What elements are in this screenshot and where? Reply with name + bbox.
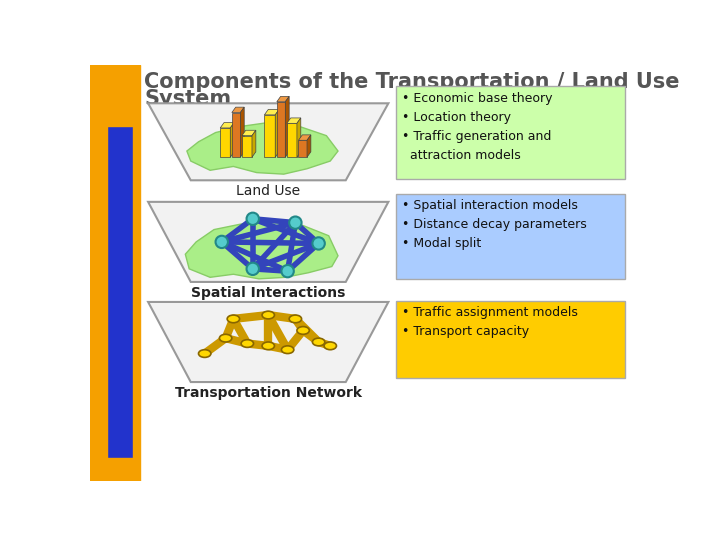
Polygon shape <box>232 107 244 112</box>
Bar <box>90 126 132 457</box>
Text: Transportation Network: Transportation Network <box>175 386 361 400</box>
Polygon shape <box>275 110 279 157</box>
Polygon shape <box>148 103 388 180</box>
Polygon shape <box>297 118 301 157</box>
Bar <box>220 128 230 157</box>
Ellipse shape <box>324 342 336 350</box>
Bar <box>242 136 252 157</box>
Polygon shape <box>307 135 311 157</box>
Bar <box>90 65 107 481</box>
Circle shape <box>282 265 294 278</box>
FancyBboxPatch shape <box>396 301 625 378</box>
FancyBboxPatch shape <box>396 86 625 179</box>
Text: • Traffic assignment models
• Transport capacity: • Traffic assignment models • Transport … <box>402 306 578 338</box>
Ellipse shape <box>312 338 325 346</box>
Polygon shape <box>185 220 338 279</box>
Circle shape <box>246 213 259 225</box>
Text: • Economic base theory
• Location theory
• Traffic generation and
  attraction m: • Economic base theory • Location theory… <box>402 92 553 162</box>
Ellipse shape <box>241 340 253 347</box>
Bar <box>287 123 297 157</box>
Polygon shape <box>240 107 244 157</box>
Polygon shape <box>242 130 256 136</box>
Text: Components of the Transportation / Land Use: Components of the Transportation / Land … <box>144 72 680 92</box>
Ellipse shape <box>199 350 211 357</box>
Bar <box>90 65 132 126</box>
Bar <box>264 115 275 157</box>
Polygon shape <box>252 130 256 157</box>
Ellipse shape <box>282 346 294 354</box>
Bar <box>132 65 140 481</box>
Text: • Spatial interaction models
• Distance decay parameters
• Modal split: • Spatial interaction models • Distance … <box>402 199 587 250</box>
Text: Spatial Interactions: Spatial Interactions <box>191 286 346 300</box>
Polygon shape <box>230 123 234 157</box>
Bar <box>90 457 132 481</box>
Text: Land Use: Land Use <box>236 184 300 198</box>
Ellipse shape <box>297 327 310 334</box>
Ellipse shape <box>262 311 274 319</box>
FancyBboxPatch shape <box>396 194 625 279</box>
Ellipse shape <box>220 334 232 342</box>
Circle shape <box>289 217 302 229</box>
Polygon shape <box>299 135 311 140</box>
Circle shape <box>246 262 259 275</box>
Polygon shape <box>264 110 279 115</box>
Text: System: System <box>144 90 231 110</box>
Polygon shape <box>187 123 338 174</box>
Circle shape <box>312 237 325 249</box>
Bar <box>299 140 307 157</box>
Ellipse shape <box>228 315 240 323</box>
Polygon shape <box>285 96 289 157</box>
Polygon shape <box>276 96 289 102</box>
Bar <box>232 112 240 157</box>
Polygon shape <box>148 202 388 282</box>
Bar <box>276 102 285 157</box>
Ellipse shape <box>262 342 274 350</box>
Polygon shape <box>220 123 234 128</box>
Polygon shape <box>287 118 301 123</box>
Ellipse shape <box>289 315 302 323</box>
Polygon shape <box>148 302 388 382</box>
Circle shape <box>215 236 228 248</box>
